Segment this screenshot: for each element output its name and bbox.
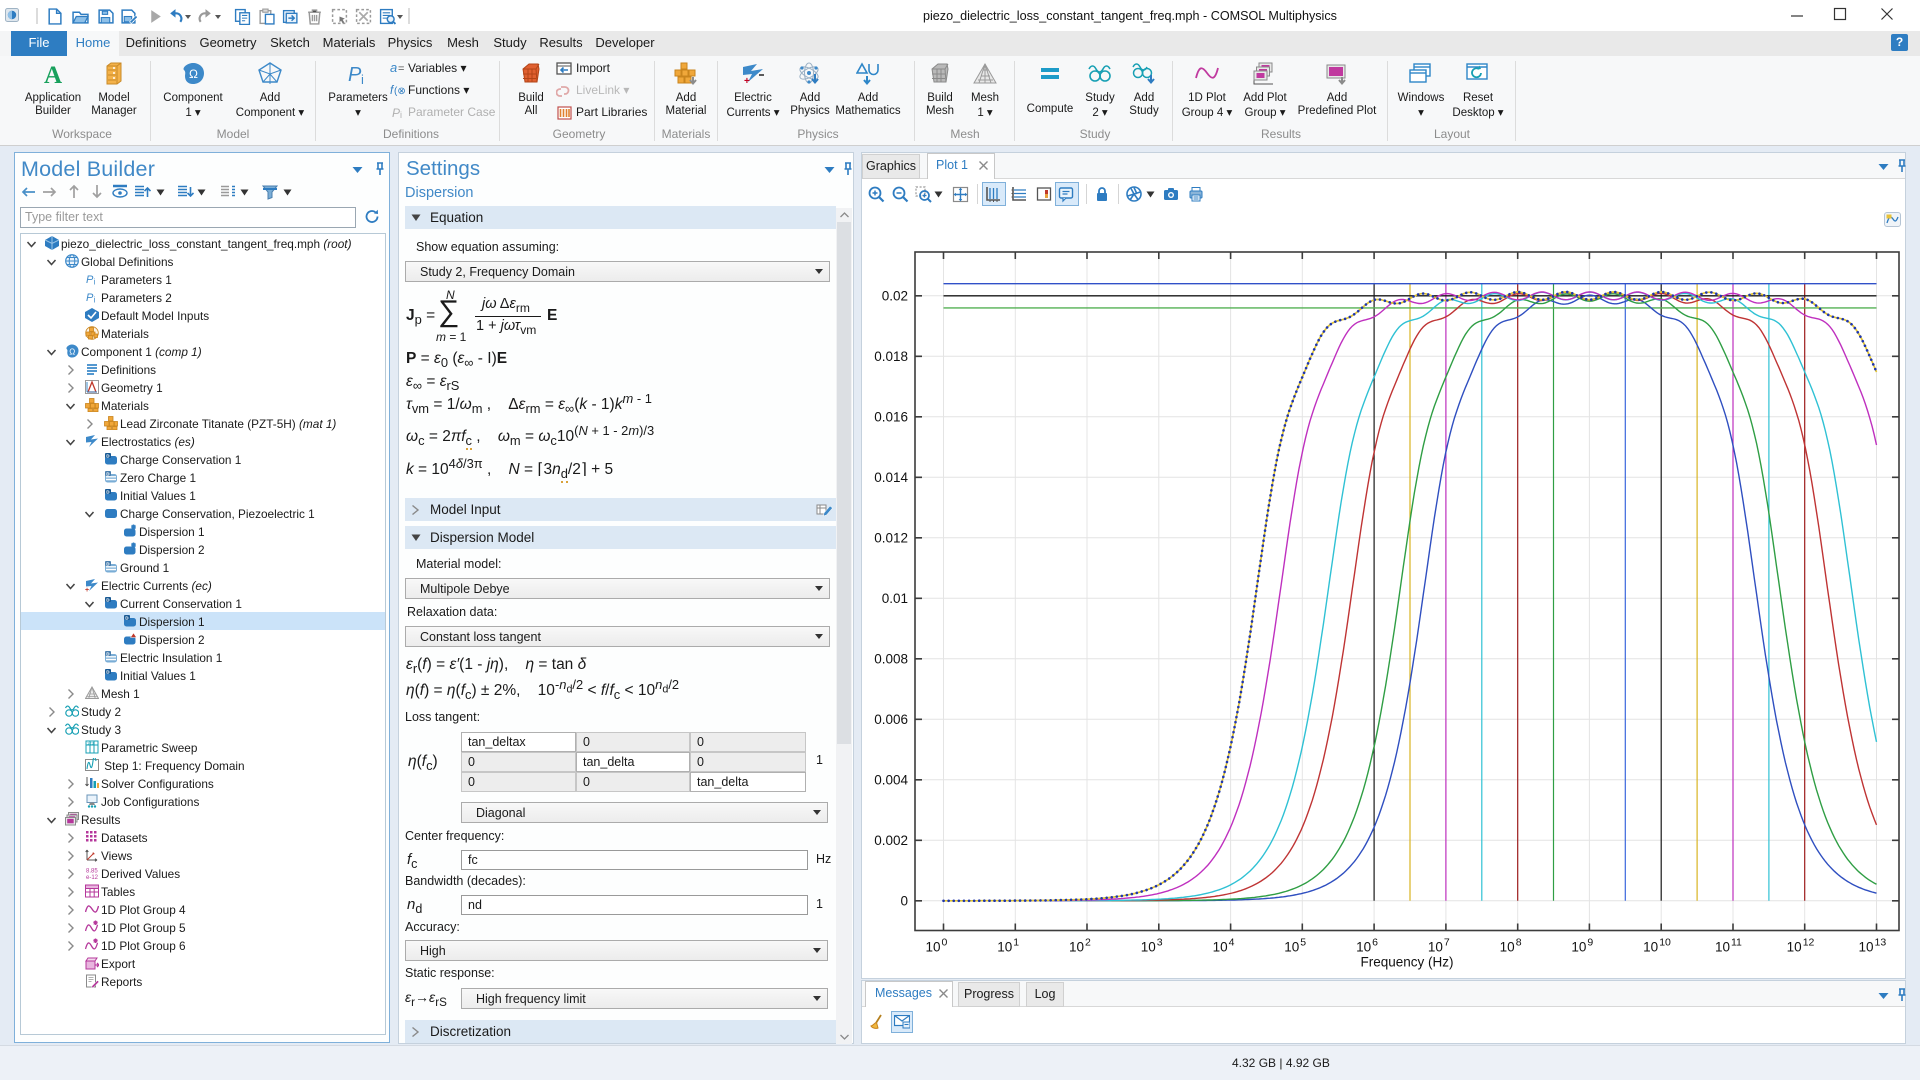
- svg-text:D: D: [106, 454, 110, 459]
- svg-text:0.014: 0.014: [874, 470, 908, 485]
- svg-text:0.008: 0.008: [874, 651, 908, 666]
- svg-text:0.01: 0.01: [882, 591, 908, 606]
- svg-text:0: 0: [942, 937, 948, 949]
- svg-text:11: 11: [1731, 937, 1742, 949]
- svg-text:12: 12: [1803, 937, 1815, 949]
- svg-text:0.018: 0.018: [874, 349, 908, 364]
- svg-text:Frequency (Hz): Frequency (Hz): [1360, 955, 1453, 970]
- svg-text:10: 10: [1787, 940, 1802, 955]
- svg-text:8.85: 8.85: [86, 869, 98, 875]
- svg-text:13: 13: [1875, 937, 1887, 949]
- svg-text:3: 3: [1157, 937, 1163, 949]
- svg-text:+: +: [744, 76, 750, 86]
- svg-text:10: 10: [1284, 940, 1299, 955]
- svg-text:0.02: 0.02: [882, 288, 908, 303]
- svg-text:D: D: [106, 490, 110, 495]
- svg-text:0: 0: [900, 893, 908, 908]
- svg-text:D: D: [106, 598, 110, 603]
- svg-text:(⊗): (⊗): [394, 86, 406, 97]
- svg-text:0.002: 0.002: [874, 833, 908, 848]
- svg-text:D: D: [106, 472, 110, 477]
- svg-text:10: 10: [1069, 940, 1084, 955]
- svg-text:10: 10: [925, 940, 940, 955]
- svg-text:P: P: [348, 64, 362, 86]
- svg-text:10: 10: [1356, 940, 1371, 955]
- svg-text:10: 10: [1643, 940, 1658, 955]
- svg-text:0.004: 0.004: [874, 772, 908, 787]
- svg-text:f: f: [390, 85, 395, 97]
- svg-text:8: 8: [1516, 937, 1522, 949]
- svg-text:10: 10: [1858, 940, 1873, 955]
- svg-text:D: D: [106, 670, 110, 675]
- svg-text:10: 10: [1659, 937, 1671, 949]
- svg-text:+: +: [85, 587, 89, 592]
- svg-text:1: 1: [1013, 937, 1019, 949]
- svg-text:i: i: [94, 278, 96, 287]
- svg-text:D: D: [106, 652, 110, 657]
- svg-text:10: 10: [1571, 940, 1586, 955]
- svg-text:123: 123: [87, 740, 94, 745]
- svg-text:Ω: Ω: [69, 348, 75, 357]
- svg-text:D: D: [125, 616, 129, 621]
- svg-text:5: 5: [1300, 937, 1306, 949]
- svg-text:2: 2: [1085, 937, 1091, 949]
- svg-text:9: 9: [1587, 937, 1593, 949]
- svg-text:4: 4: [1229, 937, 1235, 949]
- svg-text:10: 10: [1715, 940, 1730, 955]
- svg-text:=: =: [398, 63, 404, 75]
- svg-text:10: 10: [1500, 940, 1515, 955]
- svg-text:10: 10: [1428, 940, 1443, 955]
- svg-text:a: a: [390, 61, 397, 75]
- svg-text:0.012: 0.012: [874, 530, 908, 545]
- svg-text:P: P: [86, 292, 94, 304]
- svg-text:10: 10: [1213, 940, 1228, 955]
- svg-text:10: 10: [1141, 940, 1156, 955]
- svg-text:10: 10: [997, 940, 1012, 955]
- svg-text:i: i: [400, 110, 402, 120]
- svg-text:P: P: [392, 106, 400, 120]
- svg-text:e-12: e-12: [86, 875, 99, 880]
- svg-text:0.016: 0.016: [874, 409, 908, 424]
- svg-text:P: P: [86, 274, 94, 286]
- svg-text:i: i: [361, 72, 364, 86]
- svg-text:i: i: [94, 296, 96, 305]
- svg-text:0.006: 0.006: [874, 712, 908, 727]
- svg-text:D: D: [106, 562, 110, 567]
- svg-text:7: 7: [1444, 937, 1450, 949]
- svg-text:Ω: Ω: [189, 67, 198, 81]
- svg-text:6: 6: [1372, 937, 1378, 949]
- svg-text:A: A: [44, 62, 62, 86]
